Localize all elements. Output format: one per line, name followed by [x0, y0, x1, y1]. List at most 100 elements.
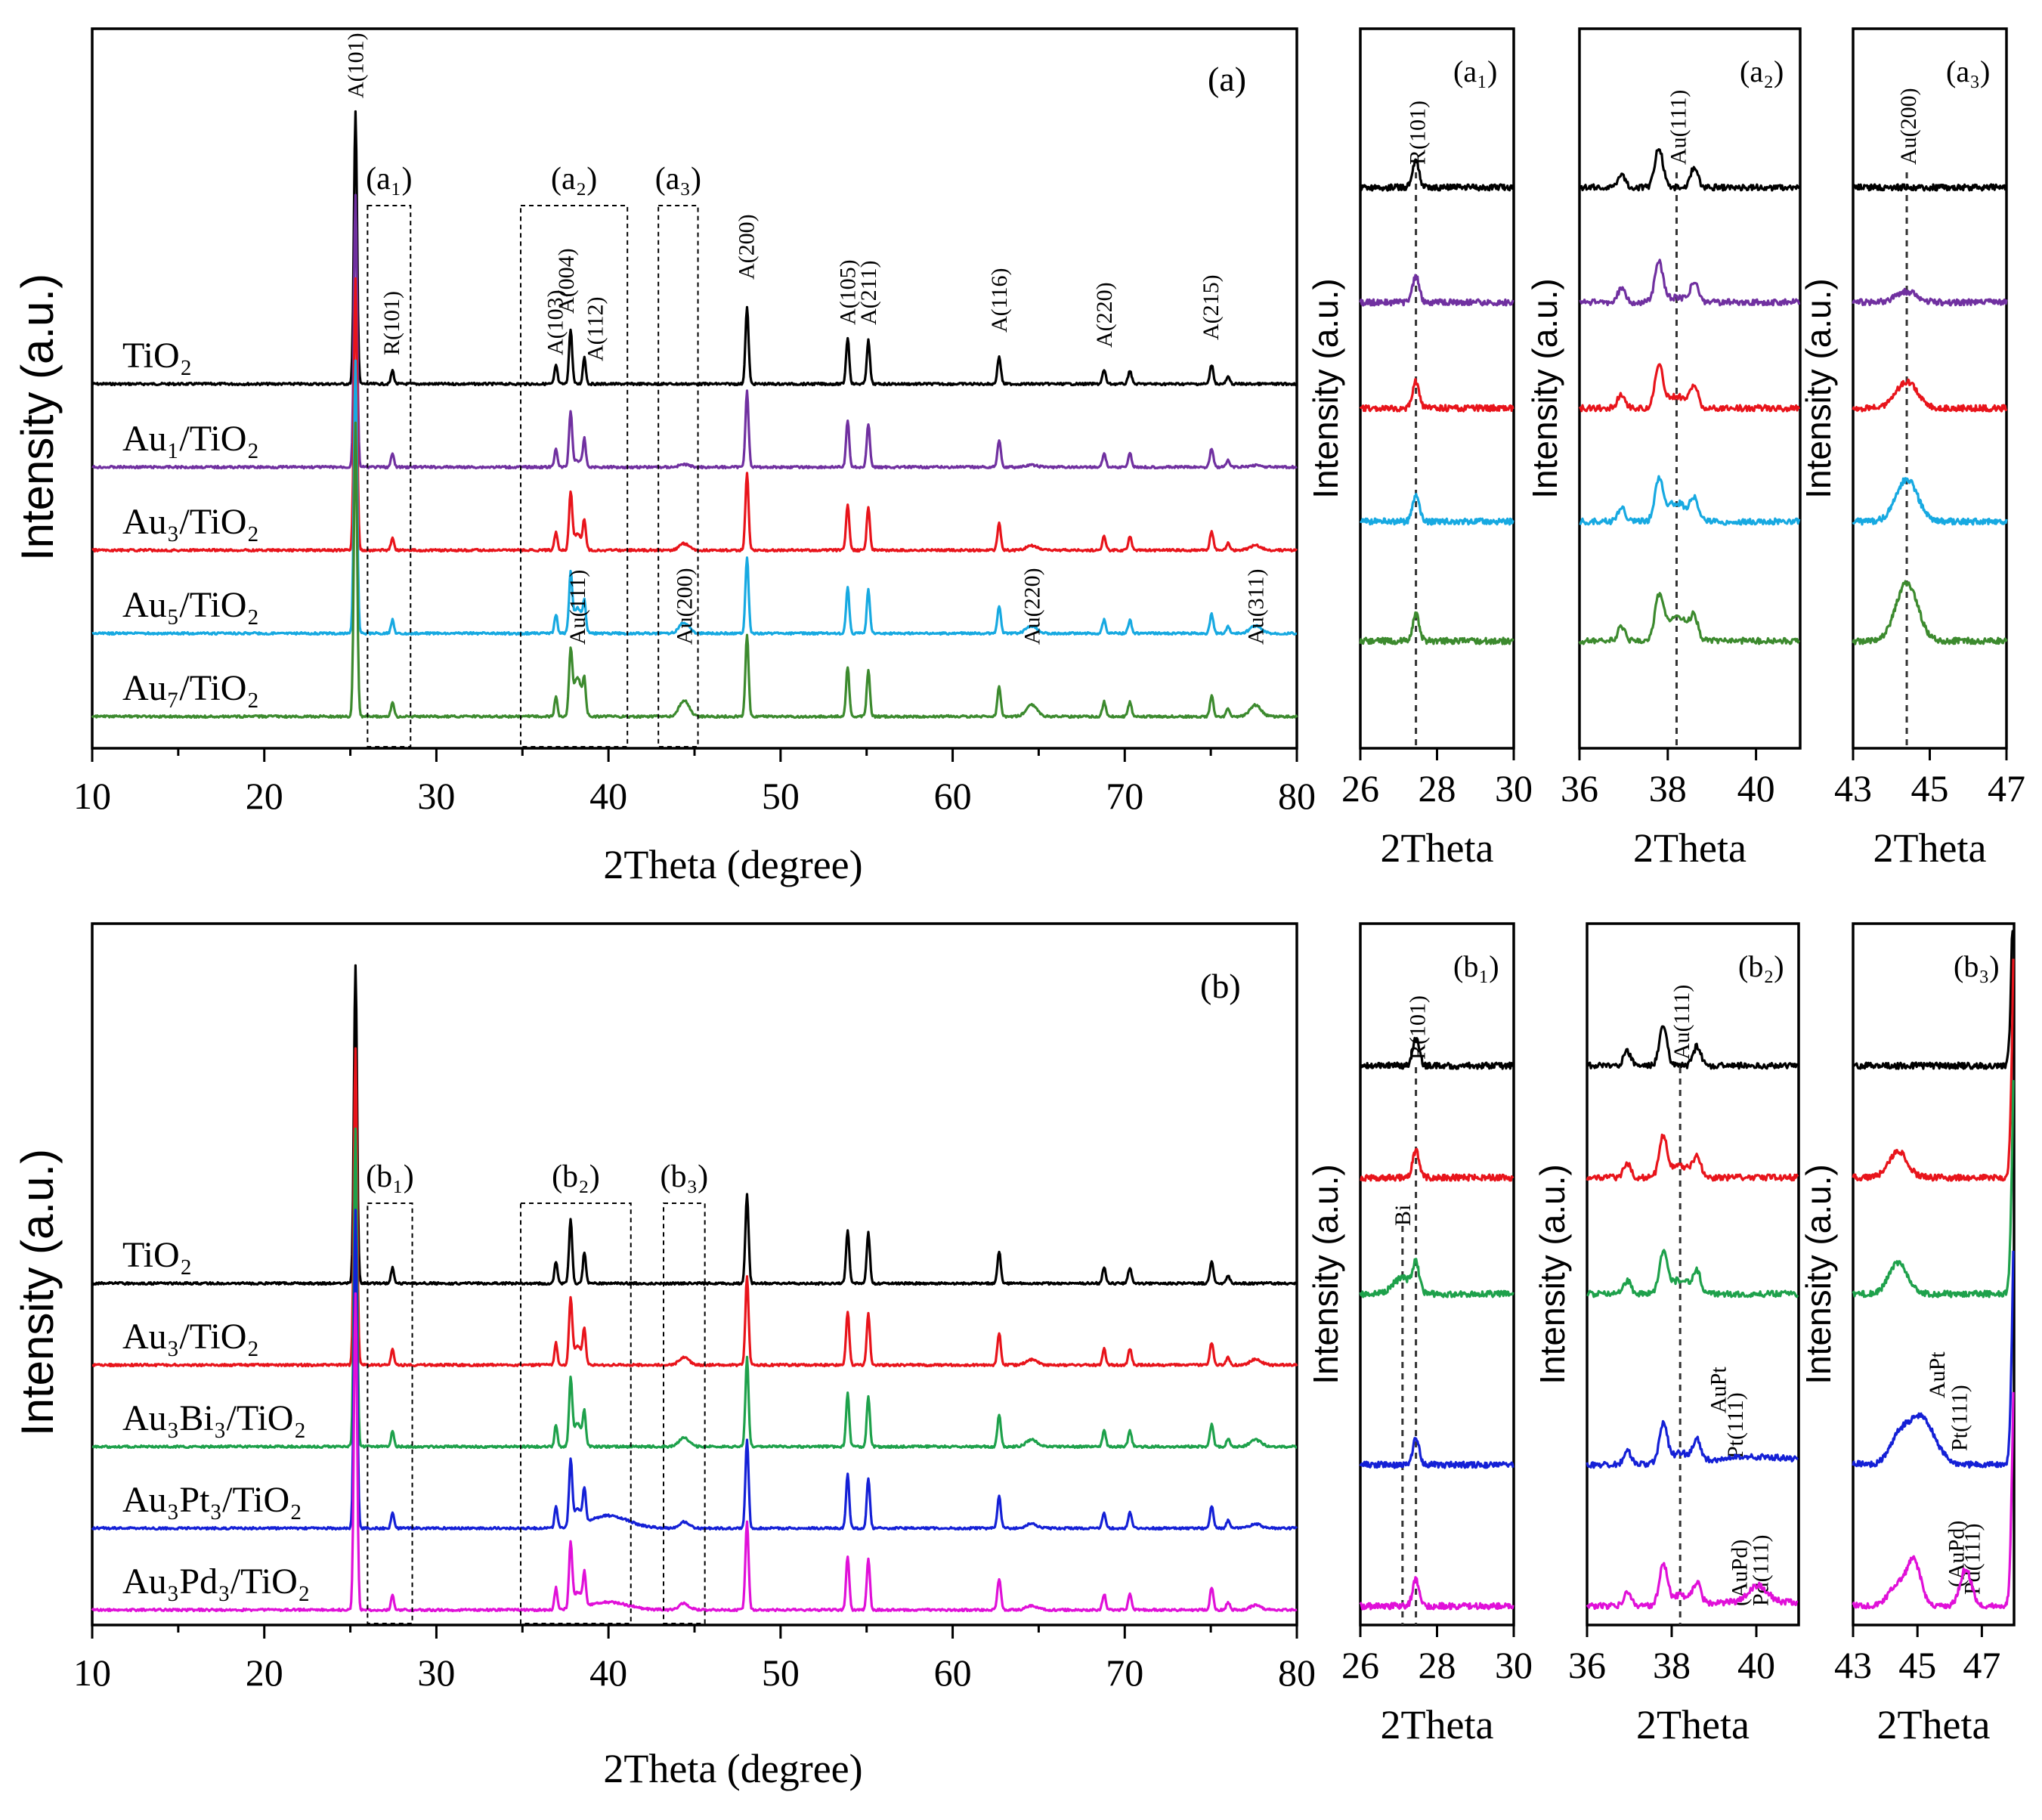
main-a-xtick-label: 30 [417, 775, 455, 817]
zoom-a2-xtick-label: 40 [1737, 767, 1775, 809]
main-a-xtick-label: 10 [73, 775, 111, 817]
main-a-zoom-box [367, 205, 412, 748]
main-a-peak-label: R(101) [379, 291, 404, 355]
zoom-b2-ref-label: Au(111) [1669, 985, 1694, 1060]
main-a-series-1 [91, 193, 1298, 470]
zoom-a1-xtick-label: 30 [1495, 767, 1533, 809]
zoom-a1-xtick-label: 28 [1419, 767, 1456, 809]
zoom-a1-series-3 [1359, 493, 1514, 526]
main-b-series-label: Au₃/TiO₂ [122, 1317, 259, 1357]
main-a-panel-tag: (a) [1208, 60, 1246, 98]
zoom-a3-ref-label: Au(200) [1896, 88, 1921, 165]
zoom-a3-xtick-label: 47 [1988, 767, 2025, 809]
zoom-a1-xlabel: 2Theta [1381, 825, 1494, 871]
main-b-xtick-label: 10 [73, 1651, 111, 1694]
zoom-a1-xtick-label: 26 [1341, 767, 1379, 809]
main-b-xtick-label: 50 [762, 1651, 800, 1694]
zoom-panel-b2: 36 38 40 2Theta Intensity (a.u.) (b₂) Au(111) A… [1533, 922, 1800, 1747]
zoom-b3-series-1 [1852, 958, 2015, 1182]
zoom-a2-frame [1578, 27, 1802, 750]
main-a-xlabel: 2Theta (degree) [603, 842, 862, 887]
main-a-series-2 [91, 277, 1298, 553]
main-a-peak-label: A(200) [734, 214, 759, 280]
zoom-b2-extra-label: AuPt [1706, 1367, 1731, 1413]
main-a-peak-label: Au(200) [672, 568, 697, 645]
main-b-xtick-label: 70 [1106, 1651, 1143, 1694]
main-b-series-label: Au₃Pt₃/TiO₂ [122, 1480, 302, 1520]
main-a-peak-label: A(101) [343, 32, 368, 98]
main-b-xtick-label: 40 [589, 1651, 627, 1694]
main-a-zoom-tag: (a₁) [366, 162, 412, 197]
zoom-b1-series-2 [1359, 1258, 1514, 1298]
zoom-b2-xtick-label: 38 [1653, 1644, 1691, 1686]
main-a-xtick-label: 20 [246, 775, 283, 817]
main-a-peak-label: A(004) [554, 248, 579, 314]
zoom-b3-series-2 [1852, 1079, 2015, 1298]
zoom-b2-series-1 [1586, 1133, 1799, 1182]
zoom-a3-series-3 [1852, 477, 2008, 526]
zoom-b2-series-3 [1586, 1419, 1799, 1469]
main-a-zoom-tag: (a₂) [551, 162, 597, 197]
zoom-a2-series-2 [1578, 363, 1801, 413]
zoom-a3-series-1 [1852, 287, 2008, 307]
main-a-series-4 [91, 421, 1298, 720]
main-b-xlabel: 2Theta (degree) [603, 1746, 862, 1791]
zoom-a3-series-4 [1852, 580, 2008, 645]
zoom-b3-series-0 [1852, 930, 2014, 1070]
main-a-xtick-label: 60 [934, 775, 972, 817]
zoom-a3-ylabel: Intensity (a.u.) [1799, 278, 1838, 498]
zoom-a1-series-0 [1359, 158, 1514, 192]
zoom-a2-tag: (a₂) [1740, 54, 1784, 88]
zoom-a3-series-0 [1852, 183, 2008, 192]
zoom-b3-tag: (b₃) [1954, 949, 2000, 983]
main-b-series-0 [91, 964, 1298, 1286]
main-b-panel-tag: (b) [1200, 967, 1241, 1005]
main-a-peak-label: A(112) [583, 296, 608, 361]
zoom-a1-ref-label: R(101) [1406, 101, 1431, 165]
main-panel-b: 10 20 30 40 50 60 70 80 TiO₂ Au₃/TiO₂ Au₃Bi₃/TiO₂ A… [73, 922, 1316, 1694]
zoom-b3-xtick-label: 45 [1898, 1644, 1936, 1686]
zoom-b3-extra-label: Pt(111) [1948, 1385, 1972, 1451]
zoom-b1-series-4 [1359, 1576, 1514, 1611]
main-b-zoom-box [663, 1202, 706, 1624]
zoom-b2-series-0 [1586, 1025, 1799, 1070]
zoom-b2-xtick-label: 36 [1568, 1644, 1606, 1686]
main-b-zoom-tag: (b₂) [552, 1159, 600, 1194]
zoom-b2-extra-label: Pt(111) [1723, 1392, 1748, 1459]
zoom-b1-xtick-label: 26 [1341, 1644, 1379, 1686]
zoom-b1-series-0 [1359, 1036, 1514, 1070]
main-b-series-label: Au₃Pd₃/TiO₂ [122, 1562, 311, 1602]
zoom-a2-xtick-label: 36 [1561, 767, 1598, 809]
main-b-series-4 [91, 1292, 1298, 1613]
zoom-a2-series-1 [1579, 258, 1801, 307]
zoom-b3-extra-label: (AuPd) [1944, 1521, 1969, 1587]
zoom-a1-series-2 [1359, 378, 1514, 413]
main-b-xtick-label: 80 [1278, 1651, 1316, 1694]
zoom-a2-series-3 [1579, 475, 1801, 526]
zoom-a1-ylabel: Intensity (a.u.) [1306, 278, 1345, 498]
main-b-ylabel: Intensity (a.u.) [12, 1149, 63, 1436]
main-a-xtick-label: 70 [1106, 775, 1143, 817]
main-a-peak-label: A(103) [543, 289, 568, 355]
main-a-series-label: TiO₂ [122, 336, 192, 376]
zoom-b1-xtick-label: 30 [1495, 1644, 1533, 1686]
main-a-series-label: Au₅/TiO₂ [122, 585, 259, 625]
zoom-a1-series-1 [1359, 274, 1514, 307]
zoom-a1-series-4 [1359, 611, 1514, 645]
main-b-zoom-box [367, 1202, 413, 1624]
zoom-b3-frame [1852, 922, 2016, 1627]
main-a-peak-label: Au(311) [1243, 568, 1268, 645]
main-b-series-2 [91, 1127, 1298, 1450]
zoom-a2-series-4 [1578, 592, 1801, 645]
zoom-b2-xtick-label: 40 [1737, 1644, 1775, 1686]
zoom-a1-tag: (a₁) [1453, 54, 1497, 88]
zoom-a3-xlabel: 2Theta [1873, 825, 1987, 871]
zoom-b1-extra-label: Bi [1391, 1205, 1415, 1226]
main-a-zoom-box [520, 205, 629, 748]
main-b-xtick-label: 30 [417, 1651, 455, 1694]
main-b-zoom-tag: (b₁) [366, 1159, 414, 1194]
main-a-series-3 [91, 359, 1298, 636]
zoom-b1-series-1 [1360, 1147, 1514, 1182]
